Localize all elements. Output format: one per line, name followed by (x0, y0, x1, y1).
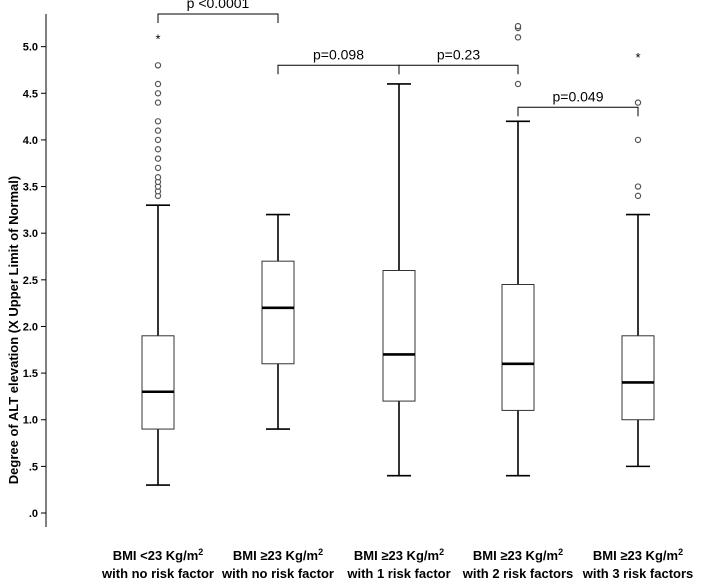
outlier-point (154, 118, 162, 125)
category-label-line1: BMI ≥23 Kg/m2 (354, 547, 444, 563)
category-label-line1: BMI <23 Kg/m2 (113, 547, 204, 563)
y-tick-label: 4.0 (23, 135, 38, 147)
box-iqr (501, 283, 535, 411)
p-value-label: p=0.23 (437, 46, 480, 62)
category-label-line2: with no risk factor (101, 566, 214, 581)
category-label-line2: with 2 risk factors (462, 566, 574, 581)
outlier-point (634, 192, 642, 200)
superscript: 2 (678, 547, 683, 557)
y-axis: .0 .5 1.0 1.5 2.0 2.5 3.0 3.5 4.0 4.5 5.0 (23, 14, 47, 527)
y-tick-label: .0 (29, 508, 38, 520)
box-iqr (261, 260, 295, 365)
category-label-line1: BMI ≥23 Kg/m2 (473, 547, 563, 563)
outlier-point (154, 136, 162, 144)
comparison-bracket: p=0.098 (277, 46, 400, 75)
box-iqr (141, 335, 175, 430)
outlier-point (154, 80, 162, 88)
category-label-line1: BMI ≥23 Kg/m2 (233, 547, 323, 563)
extreme-point: * (155, 31, 160, 46)
box-iqr (382, 270, 416, 402)
comparison-bracket: p=0.049 (517, 88, 639, 117)
outlier-point (154, 127, 162, 134)
y-tick-label: 5.0 (23, 42, 38, 54)
superscript: 2 (558, 547, 563, 557)
outlier-point (634, 99, 642, 106)
bracket-line (277, 64, 400, 75)
y-tick-label: 2.0 (23, 321, 38, 333)
outlier-point (154, 99, 162, 106)
outlier-point (154, 90, 162, 97)
superscript: 2 (318, 547, 323, 557)
y-tick-label: 1.0 (23, 415, 38, 427)
outlier-point (634, 136, 642, 144)
outlier-point (154, 62, 162, 69)
comparison-bracket: p=0.23 (398, 46, 519, 75)
box-group (501, 22, 535, 477)
p-value-label: p=0.049 (553, 88, 604, 104)
bracket-line (157, 13, 279, 23)
category-label-line2: with 1 risk factor (346, 566, 450, 581)
outlier-point (514, 34, 522, 41)
box-iqr (621, 335, 655, 421)
box-group (382, 83, 416, 477)
p-value-label: p <0.0001 (187, 0, 250, 11)
bracket-line (517, 106, 639, 117)
comparisons: p <0.0001 p=0.098 p=0.23 p=0.049 (157, 0, 639, 117)
outlier-point (514, 80, 522, 88)
outlier-point (634, 183, 642, 190)
y-tick-label: .5 (29, 461, 38, 473)
outlier-point (154, 164, 162, 172)
p-value-label: p=0.098 (313, 46, 364, 62)
category-label-line2: with 3 risk factors (582, 566, 694, 581)
y-tick-label: 3.5 (23, 182, 38, 194)
category-label-line2: with no risk factor (221, 566, 334, 581)
superscript: 2 (439, 547, 444, 557)
x-axis-labels: BMI <23 Kg/m2 with no risk factor BMI ≥23 … (101, 547, 693, 581)
y-tick-label: 2.5 (23, 275, 38, 287)
box-group (261, 213, 295, 430)
outlier-point (514, 22, 522, 30)
extreme-point: * (635, 50, 640, 65)
boxes: ** (141, 22, 655, 486)
y-axis-label: Degree of ALT elevation (X Upper Limit o… (6, 176, 21, 484)
outlier-point (154, 146, 162, 153)
y-tick-label: 1.5 (23, 368, 38, 380)
comparison-bracket: p <0.0001 (157, 0, 279, 23)
box-group: * (621, 50, 655, 468)
box-group: * (141, 31, 175, 486)
superscript: 2 (198, 547, 203, 557)
y-tick-label: 4.5 (23, 88, 38, 100)
outlier-point (154, 174, 162, 181)
outlier-point (154, 155, 162, 162)
category-label-line1: BMI ≥23 Kg/m2 (593, 547, 683, 563)
bracket-line (398, 64, 519, 75)
y-tick-label: 3.0 (23, 228, 38, 240)
